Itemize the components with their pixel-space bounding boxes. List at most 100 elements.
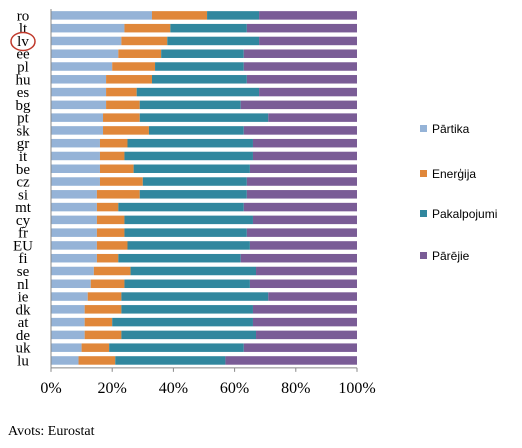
bar-segment-sk-1	[51, 126, 104, 135]
category-label: mt	[15, 200, 32, 216]
bar-segment-lu-4	[225, 356, 357, 365]
category-label: dk	[16, 302, 32, 318]
bar-segment-at-4	[252, 317, 357, 327]
bar-segment-lt-2	[124, 23, 171, 33]
legend-swatch	[420, 170, 427, 177]
bar-segment-cy-4	[252, 215, 357, 225]
legend-label: Pārējie	[432, 249, 470, 263]
category-label: be	[16, 162, 31, 178]
legend-swatch	[420, 252, 427, 259]
category-label: se	[17, 264, 30, 280]
bar-segment-gr-3	[127, 138, 253, 148]
bar-segment-pl-2	[112, 62, 156, 71]
legend-label: Enerģija	[432, 167, 476, 181]
bar-segment-ee-4	[243, 49, 357, 58]
category-label: bg	[16, 98, 32, 114]
bar-segment-de-2	[84, 330, 122, 340]
bar-segment-cz-2	[99, 177, 143, 186]
bar-segment-ro-4	[259, 11, 357, 20]
bar-segment-nl-1	[51, 279, 91, 289]
bar-segment-pt-1	[51, 113, 104, 122]
bar-segment-dk-4	[252, 305, 357, 314]
bar-segment-si-1	[51, 190, 97, 199]
bar-segment-ie-4	[268, 292, 357, 301]
bar-segment-lv-3	[167, 36, 260, 46]
bar-segment-be-1	[51, 164, 100, 173]
bar-segment-dk-1	[51, 305, 85, 314]
category-label: at	[18, 315, 30, 331]
x-tick-label: 0%	[40, 380, 61, 397]
x-tick-label: 20%	[98, 380, 127, 397]
bar-segment-cz-4	[246, 177, 357, 186]
bar-segment-mt-3	[118, 202, 244, 212]
category-label: nl	[17, 277, 29, 293]
bar-segment-it-3	[124, 151, 253, 161]
bar-segment-se-1	[51, 266, 94, 276]
bar-segment-fr-3	[124, 228, 247, 237]
bar-segment-gr-4	[252, 138, 357, 148]
bar-segment-ie-3	[121, 292, 269, 301]
bar-segment-cz-1	[51, 177, 100, 186]
bar-segment-bg-3	[139, 100, 241, 110]
bar-segment-pl-3	[155, 62, 244, 71]
bar-segment-se-2	[93, 266, 131, 276]
bar-segment-lt-3	[170, 23, 247, 33]
bar-segment-fi-1	[51, 253, 97, 263]
bar-segment-fr-1	[51, 228, 97, 237]
bar-segment-se-4	[256, 266, 357, 276]
category-label: it	[19, 149, 28, 165]
bar-segment-EU-3	[127, 241, 250, 250]
category-label: pt	[17, 111, 30, 127]
bar-segment-nl-3	[124, 279, 250, 289]
category-label: es	[17, 85, 30, 101]
category-label: lv	[17, 34, 29, 50]
category-label: sk	[16, 123, 30, 139]
bar-segment-si-4	[246, 190, 357, 199]
bar-segment-cy-3	[124, 215, 253, 225]
bar-segment-ee-3	[161, 49, 244, 58]
bar-segment-dk-3	[121, 305, 253, 314]
bar-segment-EU-2	[96, 241, 128, 250]
bar-segment-it-1	[51, 151, 100, 161]
legend-swatch	[420, 210, 427, 217]
bar-segment-ro-3	[207, 11, 260, 20]
highlight-circle	[10, 31, 36, 52]
bar-segment-uk-2	[81, 343, 110, 352]
bar-segment-it-2	[99, 151, 125, 161]
bar-segment-pl-1	[51, 62, 113, 71]
bar-segment-si-3	[139, 190, 247, 199]
bar-segment-fr-2	[96, 228, 125, 237]
legend-label: Pakalpojumi	[432, 207, 497, 221]
bar-segment-lv-2	[121, 36, 168, 46]
bar-segment-fi-4	[240, 253, 357, 263]
bar-segment-ie-2	[87, 292, 122, 301]
bar-segment-si-2	[96, 190, 140, 199]
bar-segment-mt-1	[51, 202, 97, 212]
bar-segment-es-1	[51, 87, 107, 97]
bar-segment-cy-2	[96, 215, 125, 225]
category-label: ee	[16, 47, 30, 63]
bar-segment-gr-2	[99, 138, 128, 148]
bar-segment-cy-1	[51, 215, 97, 225]
bar-segment-lu-3	[115, 356, 226, 365]
bar-segment-nl-4	[249, 279, 357, 289]
bar-segment-es-4	[259, 87, 357, 97]
bar-segment-EU-1	[51, 241, 97, 250]
bar-segment-be-3	[133, 164, 250, 173]
bar-segment-gr-1	[51, 138, 100, 148]
bar-segment-bg-1	[51, 100, 107, 110]
bar-segment-ee-1	[51, 49, 119, 58]
bar-segment-EU-4	[249, 241, 357, 250]
category-label: uk	[16, 341, 32, 357]
bar-segment-uk-3	[109, 343, 244, 352]
bar-segment-pt-2	[103, 113, 140, 122]
bar-segment-lu-1	[51, 356, 79, 365]
bar-segment-ro-1	[51, 11, 152, 20]
category-label: ro	[17, 8, 30, 24]
bar-segment-lt-1	[51, 23, 125, 33]
bar-segment-se-3	[130, 266, 257, 276]
bar-segment-cz-3	[142, 177, 247, 186]
bar-segment-ee-2	[118, 49, 162, 58]
category-label: pl	[17, 60, 29, 76]
category-label: cy	[16, 213, 31, 229]
